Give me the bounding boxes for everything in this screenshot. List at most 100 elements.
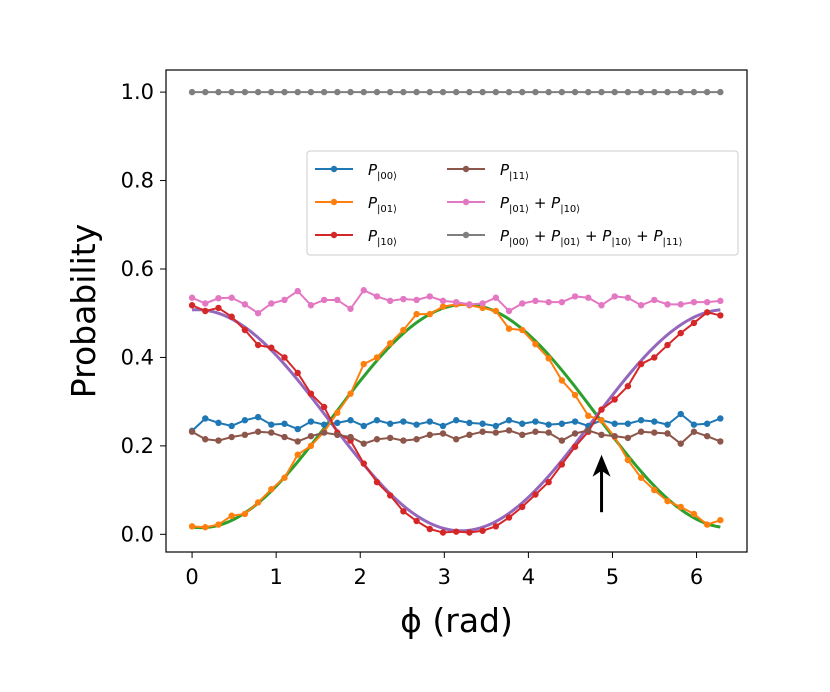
data-point [571,293,579,300]
x-tick-label: 6 [690,565,703,589]
data-point [228,313,235,320]
data-point [202,300,209,307]
data-point [215,419,222,427]
data-point [426,525,433,533]
data-point [241,417,249,424]
data-point [611,432,618,440]
data-point [545,478,552,486]
data-point [228,88,235,96]
data-point [519,300,526,307]
data-point [598,88,605,96]
data-point [413,310,420,318]
data-point [215,88,222,96]
data-point [307,302,315,309]
data-point [611,396,618,403]
data-point [254,499,262,506]
data-point [373,478,381,486]
data-point [334,409,341,416]
data-point [400,326,407,334]
data-point [453,88,460,96]
data-point [651,486,658,494]
data-point [717,438,724,445]
data-point [453,436,460,443]
legend-label: P|11⟩ [500,161,529,182]
data-point [307,390,315,397]
y-tick-label: 0.8 [121,169,154,193]
data-point [624,456,632,464]
data-point [492,422,500,430]
data-point [386,434,394,442]
data-point [558,377,566,384]
data-point [532,340,539,348]
data-point [519,420,526,427]
x-tick-label: 3 [438,565,451,589]
data-point [347,417,354,424]
data-point [294,88,301,96]
data-point [717,415,724,422]
data-point [334,296,341,304]
data-point [466,529,473,536]
data-point [532,428,539,435]
data-point [453,528,460,535]
data-point [307,432,315,440]
data-point [202,415,209,422]
data-point [202,307,209,315]
data-point [439,529,447,536]
data-point [215,294,222,302]
data-point [188,302,196,309]
data-point [268,88,275,96]
data-point [268,421,275,428]
series-0 [188,410,724,435]
data-point [268,429,275,436]
data-point [651,418,658,425]
series-5 [188,88,724,96]
data-point [439,430,447,437]
y-tick-label: 1.0 [121,80,154,104]
data-point [281,420,288,427]
data-point [294,438,301,445]
data-point [545,421,552,428]
data-point [294,451,301,458]
data-point [664,421,671,428]
data-point [426,293,433,300]
data-point [228,422,235,430]
data-point [413,436,420,443]
data-point [571,443,579,450]
data-point [677,88,684,96]
data-point [479,428,486,435]
data-point [585,412,592,420]
data-point [479,304,486,312]
data-point [703,298,711,306]
data-point [466,419,473,427]
legend-marker [462,165,470,173]
data-point [254,341,262,349]
data-point [360,287,367,294]
data-point [651,88,658,96]
data-point [545,429,552,436]
data-point [532,88,539,96]
data-point [439,422,447,430]
data-point [360,440,367,447]
data-point [505,325,513,332]
data-point [334,431,341,439]
data-point [624,294,632,301]
legend-item: P|10⟩ [315,227,397,248]
data-point [532,491,539,498]
data-point [479,527,486,534]
data-point [664,88,671,96]
data-point [241,88,249,96]
legend-marker [330,198,338,206]
data-point [281,88,288,96]
data-point [307,442,315,450]
x-tick-label: 5 [606,565,619,589]
y-tick-label: 0.0 [121,522,154,546]
data-point [373,293,381,300]
data-point [519,503,526,511]
data-point [703,432,711,440]
data-point [373,88,381,96]
data-point [228,433,235,441]
data-point [439,88,447,96]
data-point [637,428,645,435]
data-point [439,297,447,305]
